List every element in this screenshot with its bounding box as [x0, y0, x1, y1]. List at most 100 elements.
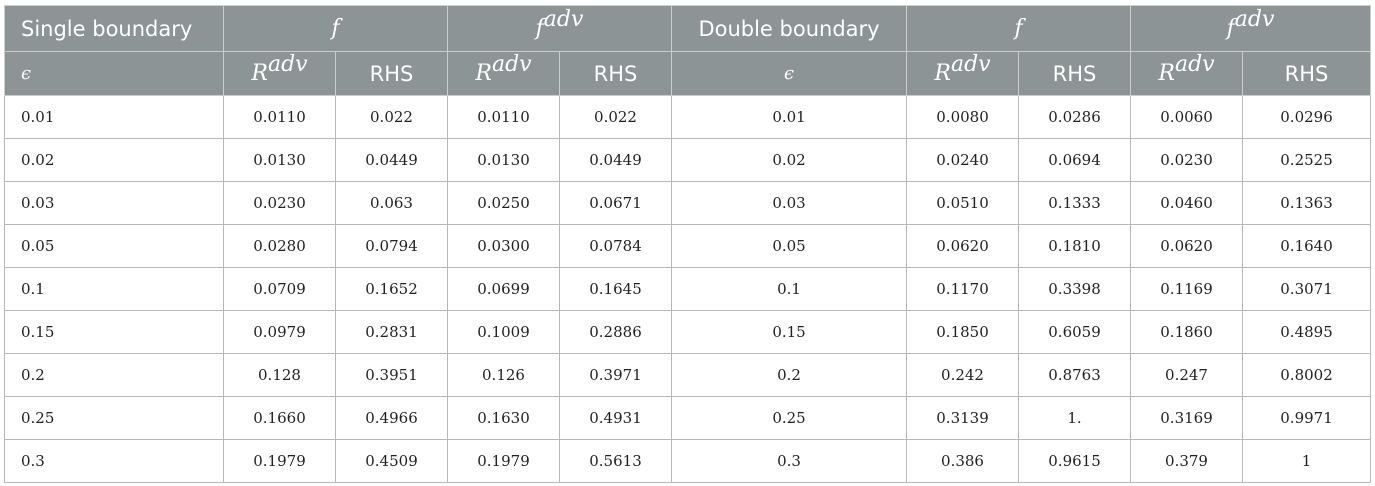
value-cell: 0.0449	[558, 138, 673, 182]
epsilon-cell: 0.03	[4, 181, 224, 225]
epsilon-cell: 0.1	[671, 267, 908, 311]
value-cell: 0.1652	[335, 267, 448, 311]
double-boundary-header: Double boundary	[671, 5, 908, 52]
epsilon-cell: 0.05	[671, 224, 908, 268]
rhs-header: RHS	[558, 51, 673, 96]
value-cell: 0.022	[558, 95, 673, 139]
value-cell: 0.0130	[223, 138, 336, 182]
value-cell: 0.0300	[447, 224, 560, 268]
epsilon-cell: 0.15	[4, 310, 224, 354]
r-sup: adv	[491, 52, 532, 77]
value-cell: 0.242	[906, 353, 1020, 397]
r-sup: adv	[267, 52, 308, 77]
value-cell: 0.4931	[558, 396, 673, 440]
r-base: R	[934, 61, 951, 86]
value-cell: 0.3971	[558, 353, 673, 397]
radv-header: Radv	[223, 51, 336, 96]
value-cell: 0.379	[1130, 439, 1244, 483]
table-row: 0.15 0.0979 0.2831 0.1009 0.2886 0.15 0.…	[4, 310, 1372, 354]
value-cell: 0.0080	[906, 95, 1020, 139]
value-cell: 0.8002	[1242, 353, 1372, 397]
radv-header: Radv	[1130, 51, 1244, 96]
value-cell: 0.2831	[335, 310, 448, 354]
epsilon-header-single: ϵ	[4, 51, 224, 96]
value-cell: 0.3071	[1242, 267, 1372, 311]
epsilon-cell: 0.01	[671, 95, 908, 139]
epsilon-cell: 0.25	[4, 396, 224, 440]
value-cell: 0.0671	[558, 181, 673, 225]
value-cell: 0.1979	[447, 439, 560, 483]
epsilon-cell: 0.3	[4, 439, 224, 483]
r-sup: adv	[1174, 52, 1215, 77]
r-base: R	[251, 61, 268, 86]
value-cell: 0.0620	[906, 224, 1020, 268]
value-cell: 0.0130	[447, 138, 560, 182]
value-cell: 0.0280	[223, 224, 336, 268]
table-row: 0.02 0.0130 0.0449 0.0130 0.0449 0.02 0.…	[4, 138, 1372, 182]
table-row: 0.3 0.1979 0.4509 0.1979 0.5613 0.3 0.38…	[4, 439, 1372, 483]
results-table-container: Single boundary f fadv Double boundary f…	[4, 5, 1372, 483]
epsilon-header-double: ϵ	[671, 51, 908, 96]
value-cell: 0.0110	[223, 95, 336, 139]
value-cell: 0.0620	[1130, 224, 1244, 268]
radv-header: Radv	[906, 51, 1020, 96]
value-cell: 0.1860	[1130, 310, 1244, 354]
fadv-base: f	[535, 16, 544, 41]
value-cell: 0.247	[1130, 353, 1244, 397]
rhs-header: RHS	[1242, 51, 1372, 96]
value-cell: 0.0460	[1130, 181, 1244, 225]
value-cell: 0.1645	[558, 267, 673, 311]
fadv-base: f	[1226, 16, 1235, 41]
value-cell: 0.0250	[447, 181, 560, 225]
f-symbol: f	[331, 16, 340, 41]
value-cell: 0.063	[335, 181, 448, 225]
rhs-header: RHS	[335, 51, 448, 96]
value-cell: 0.1363	[1242, 181, 1372, 225]
value-cell: 0.0286	[1018, 95, 1132, 139]
value-cell: 0.0510	[906, 181, 1020, 225]
value-cell: 0.0699	[447, 267, 560, 311]
rhs-header: RHS	[1018, 51, 1132, 96]
value-cell: 0.022	[335, 95, 448, 139]
value-cell: 0.3139	[906, 396, 1020, 440]
value-cell: 0.1810	[1018, 224, 1132, 268]
table-row: 0.01 0.0110 0.022 0.0110 0.022 0.01 0.00…	[4, 95, 1372, 139]
value-cell: 0.1169	[1130, 267, 1244, 311]
value-cell: 0.126	[447, 353, 560, 397]
table-header: Single boundary f fadv Double boundary f…	[4, 5, 1372, 96]
epsilon-cell: 0.05	[4, 224, 224, 268]
epsilon-cell: 0.03	[671, 181, 908, 225]
table-row: 0.25 0.1660 0.4966 0.1630 0.4931 0.25 0.…	[4, 396, 1372, 440]
value-cell: 0.0979	[223, 310, 336, 354]
table-body: 0.01 0.0110 0.022 0.0110 0.022 0.01 0.00…	[4, 95, 1372, 483]
epsilon-cell: 0.01	[4, 95, 224, 139]
r-base: R	[1158, 61, 1175, 86]
value-cell: 1	[1242, 439, 1372, 483]
fadv-sup: adv	[1234, 7, 1275, 32]
value-cell: 0.0449	[335, 138, 448, 182]
value-cell: 0.0794	[335, 224, 448, 268]
single-fadv-header: fadv	[446, 5, 673, 52]
value-cell: 0.5613	[558, 439, 673, 483]
value-cell: 0.3398	[1018, 267, 1132, 311]
value-cell: 0.128	[223, 353, 336, 397]
value-cell: 0.0709	[223, 267, 336, 311]
results-table: Single boundary f fadv Double boundary f…	[4, 5, 1372, 483]
value-cell: 1.	[1018, 396, 1132, 440]
value-cell: 0.3169	[1130, 396, 1244, 440]
double-f-header: f	[906, 5, 1132, 52]
value-cell: 0.0296	[1242, 95, 1372, 139]
single-boundary-header: Single boundary	[4, 5, 224, 52]
value-cell: 0.2525	[1242, 138, 1372, 182]
value-cell: 0.386	[906, 439, 1020, 483]
double-fadv-header: fadv	[1130, 5, 1372, 52]
value-cell: 0.4966	[335, 396, 448, 440]
epsilon-cell: 0.2	[4, 353, 224, 397]
table-row: 0.2 0.128 0.3951 0.126 0.3971 0.2 0.242 …	[4, 353, 1372, 397]
radv-header: Radv	[447, 51, 560, 96]
epsilon-cell: 0.15	[671, 310, 908, 354]
value-cell: 0.4895	[1242, 310, 1372, 354]
value-cell: 0.4509	[335, 439, 448, 483]
value-cell: 0.6059	[1018, 310, 1132, 354]
f-symbol: f	[1014, 16, 1023, 41]
